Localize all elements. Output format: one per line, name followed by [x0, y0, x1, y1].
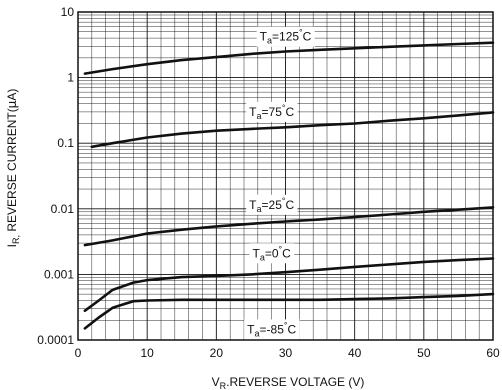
series-line [90, 111, 495, 149]
curve-labels: Ta=125°C Ta=75°C Ta=25°C Ta=0°C Ta=-85°C [244, 26, 315, 340]
plot-frame [77, 11, 494, 341]
series-label-background [256, 26, 315, 47]
x-tick-label: 20 [210, 346, 224, 360]
svg-text:Ta=125°C: Ta=125°C [260, 28, 312, 46]
series-label-background [246, 194, 298, 215]
y-tick-label: 0.0001 [37, 333, 74, 347]
y-tick-label: 0.1 [57, 136, 74, 150]
series-line [83, 206, 495, 247]
x-tick-label: 30 [279, 346, 293, 360]
y-tick-label: 0.001 [44, 267, 74, 281]
series-line [83, 41, 495, 75]
series-label: Ta=25°C [246, 194, 298, 215]
x-tick-label: 40 [348, 346, 362, 360]
svg-text:Ta=25°C: Ta=25°C [249, 196, 294, 214]
series-label-background [246, 101, 298, 122]
tick-labels: 0 10 20 30 40 50 60 10 1 0.1 0.01 0.001 0.0001 [37, 5, 500, 360]
x-tick-label: 0 [75, 346, 82, 360]
series-label-background [249, 243, 295, 264]
y-tick-label: 1 [67, 71, 74, 85]
series-label: Ta=-85°C [244, 319, 300, 340]
series-label: Ta=125°C [256, 26, 315, 47]
x-tick-label: 60 [486, 346, 500, 360]
svg-text:Ta=0°C: Ta=0°C [253, 244, 292, 262]
x-tick-label: 50 [417, 346, 431, 360]
grid [77, 12, 494, 341]
series-label: Ta=0°C [249, 243, 295, 264]
svg-text:Ta=-85°C: Ta=-85°C [247, 320, 296, 338]
svg-text:Ta=75°C: Ta=75°C [249, 103, 294, 121]
series-line [83, 257, 495, 312]
series-line [83, 292, 495, 330]
series-label: Ta=75°C [246, 101, 298, 122]
y-tick-label: 0.01 [51, 202, 75, 216]
curves [83, 41, 495, 330]
series-label-background [244, 319, 300, 340]
x-tick-label: 10 [140, 346, 154, 360]
y-axis-title: IR, REVERSE CURRENT(μA) [5, 89, 21, 248]
y-tick-label: 10 [61, 5, 75, 19]
x-axis-title: VR.REVERSE VOLTAGE (V) [212, 375, 365, 390]
